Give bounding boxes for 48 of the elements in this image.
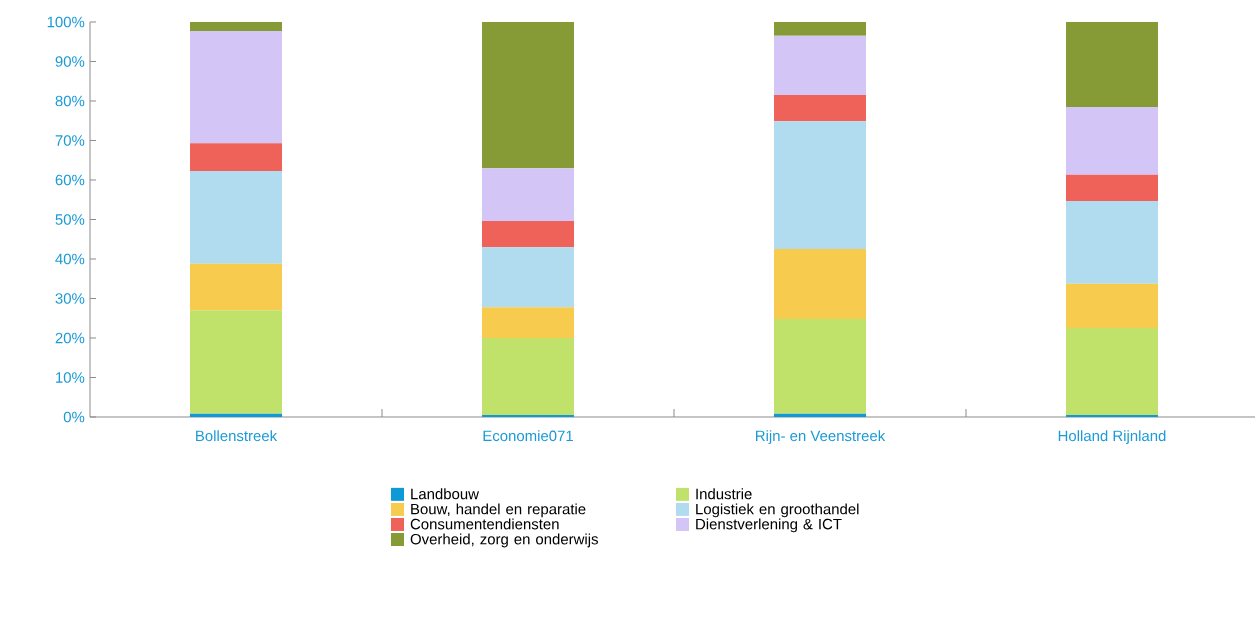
x-tick-label: Rijn- en Veenstreek [756, 430, 886, 445]
bar [774, 95, 866, 122]
y-tick-label: 80% [55, 95, 85, 107]
y-tick-label: 60% [55, 174, 85, 186]
legend-label: Industrie [696, 488, 752, 500]
bar [774, 319, 866, 414]
bar [190, 143, 283, 171]
bar [190, 310, 283, 414]
y-tick-label: 30% [55, 293, 85, 304]
bar [190, 21, 283, 32]
bar [1066, 328, 1158, 416]
bar [774, 249, 866, 320]
bar [482, 21, 575, 169]
legend-label: Logistiek en groothandel [696, 503, 859, 518]
bar [482, 221, 575, 248]
bar [482, 337, 575, 416]
bar [190, 31, 283, 144]
bar [1066, 174, 1158, 201]
y-tick-label: 20% [55, 332, 85, 344]
y-tick-label: 50% [55, 214, 85, 225]
bar [1066, 106, 1158, 175]
bar [190, 413, 283, 417]
bar [774, 21, 866, 36]
y-tick-label: 0% [63, 411, 85, 423]
bar [1066, 21, 1158, 107]
bar [482, 168, 575, 222]
bar [482, 307, 575, 338]
bar [190, 170, 283, 264]
bar [190, 263, 283, 311]
y-tick-label: 10% [56, 372, 85, 383]
legend-label: Overheid, zorg en onderwijs [410, 533, 598, 548]
bar [774, 35, 866, 96]
bar [482, 247, 575, 308]
legend-label: Dienstverlening & ICT [696, 518, 842, 533]
x-tick-label: Economie071 [483, 430, 573, 442]
y-tick-label: 90% [55, 56, 85, 67]
legend-label: Consumentendiensten [410, 518, 559, 530]
legend-label: Landbouw [411, 488, 479, 500]
y-tick-label: 100% [47, 16, 85, 28]
bar [1066, 200, 1158, 284]
bar [1066, 283, 1158, 329]
x-tick-label: Bollenstreek [196, 430, 278, 442]
y-tick-label: 40% [55, 253, 85, 265]
legend-label: Bouw, handel en reparatie [411, 503, 586, 518]
y-tick-label: 70% [55, 135, 85, 146]
x-tick-label: Holland Rijnland [1058, 430, 1166, 445]
bar [774, 121, 866, 250]
bar [774, 413, 866, 417]
